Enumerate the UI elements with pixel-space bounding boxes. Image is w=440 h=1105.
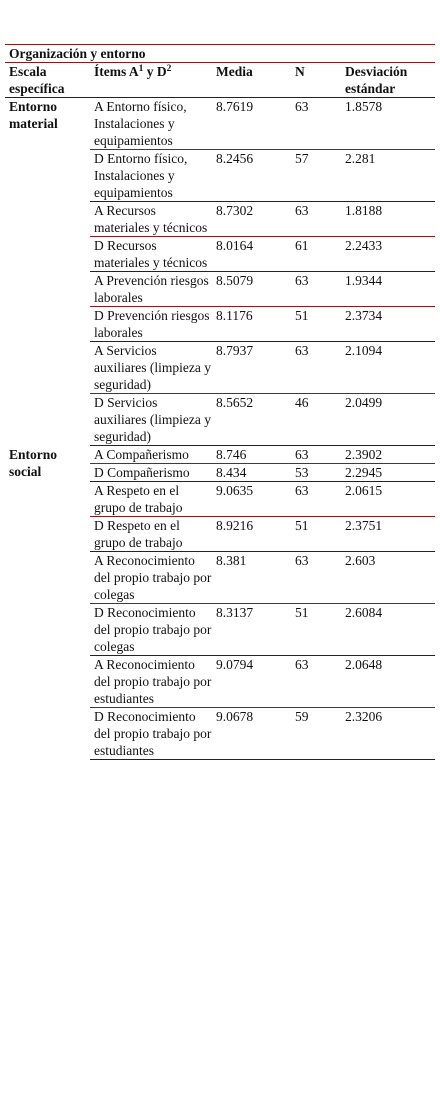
header-text: y D	[143, 64, 167, 79]
mean-cell: 8.9216	[212, 516, 291, 552]
sd-cell: 2.3206	[341, 707, 436, 760]
mean-cell: 9.0635	[212, 481, 291, 517]
sd-cell: 2.0615	[341, 481, 436, 517]
sd-cell: 2.1094	[341, 341, 436, 394]
item-cell: D Respeto en el grupo de trabajo	[90, 516, 212, 552]
n-cell: 63	[291, 341, 341, 394]
n-cell: 46	[291, 393, 341, 446]
n-cell: 63	[291, 481, 341, 517]
table-row: Entorno material A Entorno físico, Instal…	[5, 97, 436, 150]
sd-cell: 2.6084	[341, 603, 436, 656]
n-cell: 59	[291, 707, 341, 760]
data-table: Organización y entorno Escala específica…	[5, 44, 436, 760]
n-cell: 63	[291, 655, 341, 708]
sd-cell: 2.2433	[341, 236, 436, 272]
item-cell: A Prevención riesgos laborales	[90, 271, 212, 307]
mean-cell: 9.0678	[212, 707, 291, 760]
sd-cell: 2.3734	[341, 306, 436, 342]
mean-cell: 8.3137	[212, 603, 291, 656]
item-cell: D Reconocimiento del propio trabajo por …	[90, 603, 212, 656]
sd-cell: 1.8188	[341, 201, 436, 237]
n-cell: 51	[291, 516, 341, 552]
item-cell: A Compañerismo	[90, 445, 212, 464]
header-cell: Media	[212, 62, 291, 98]
mean-cell: 8.2456	[212, 149, 291, 202]
group-label: Entorno material	[9, 99, 58, 131]
header-text: Ítems A	[94, 64, 139, 79]
table-row: A Servicios auxiliares (limpieza y segur…	[5, 341, 436, 394]
item-cell: A Entorno físico, Instalaciones y equipa…	[90, 97, 212, 150]
header-cell: Ítems A1 y D2	[90, 62, 212, 98]
table-body: Organización y entorno Escala específica…	[5, 44, 436, 760]
mean-cell: 8.746	[212, 445, 291, 464]
table-row: A Reconocimiento del propio trabajo por …	[5, 655, 436, 708]
item-cell: A Reconocimiento del propio trabajo por …	[90, 551, 212, 604]
item-cell: A Servicios auxiliares (limpieza y segur…	[90, 341, 212, 394]
sd-cell: 2.603	[341, 551, 436, 604]
table-row: D Reconocimiento del propio trabajo por …	[5, 707, 436, 760]
superscript: 2	[166, 64, 172, 74]
title-row: Organización y entorno	[5, 44, 436, 63]
table-row: D Respeto en el grupo de trabajo 8.9216 51…	[5, 516, 436, 552]
header-cell: Escala específica	[5, 62, 90, 98]
table-row: D Reconocimiento del propio trabajo por …	[5, 603, 436, 656]
mean-cell: 8.7619	[212, 97, 291, 150]
table-row: A Respeto en el grupo de trabajo 9.0635 63…	[5, 481, 436, 517]
header-cell: N	[291, 62, 341, 98]
table-row: D Recursos materiales y técnicos 8.0164 61…	[5, 236, 436, 272]
superscript: 1	[138, 64, 144, 74]
mean-cell: 8.434	[212, 463, 291, 482]
mean-cell: 8.0164	[212, 236, 291, 272]
item-cell: D Entorno físico, Instalaciones y equipa…	[90, 149, 212, 202]
sd-cell: 2.3902	[341, 445, 436, 464]
item-cell: D Reconocimiento del propio trabajo por …	[90, 707, 212, 760]
table-row: D Prevención riesgos laborales 8.1176 51 2.…	[5, 306, 436, 342]
sd-cell: 2.281	[341, 149, 436, 202]
mean-cell: 8.7937	[212, 341, 291, 394]
mean-cell: 8.7302	[212, 201, 291, 237]
item-cell: D Prevención riesgos laborales	[90, 306, 212, 342]
n-cell: 57	[291, 149, 341, 202]
table-row: D Servicios auxiliares (limpieza y segur…	[5, 393, 436, 446]
item-cell: A Reconocimiento del propio trabajo por …	[90, 655, 212, 708]
item-cell: D Recursos materiales y técnicos	[90, 236, 212, 272]
header-cell: Desviación estándar	[341, 62, 436, 98]
n-cell: 63	[291, 97, 341, 150]
sd-cell: 2.3751	[341, 516, 436, 552]
sd-cell: 2.0499	[341, 393, 436, 446]
sd-cell: 1.8578	[341, 97, 436, 150]
table-row: D Entorno físico, Instalaciones y equipa…	[5, 149, 436, 202]
sd-cell: 2.2945	[341, 463, 436, 482]
item-cell: D Servicios auxiliares (limpieza y segur…	[90, 393, 212, 446]
table-title: Organización y entorno	[5, 44, 436, 63]
item-cell: D Compañerismo	[90, 463, 212, 482]
mean-cell: 9.0794	[212, 655, 291, 708]
mean-cell: 8.1176	[212, 306, 291, 342]
sd-cell: 1.9344	[341, 271, 436, 307]
n-cell: 51	[291, 306, 341, 342]
mean-cell: 8.5079	[212, 271, 291, 307]
n-cell: 63	[291, 445, 341, 464]
table-row: Entorno social A Compañerismo 8.746 63 2.390…	[5, 445, 436, 479]
n-cell: 53	[291, 463, 341, 482]
mean-cell: 8.5652	[212, 393, 291, 446]
sd-cell: 2.0648	[341, 655, 436, 708]
item-cell: A Recursos materiales y técnicos	[90, 201, 212, 237]
item-cell: A Respeto en el grupo de trabajo	[90, 481, 212, 517]
mean-cell: 8.381	[212, 551, 291, 604]
header-row: Escala específica Ítems A1 y D2 Media N …	[5, 62, 436, 98]
table-row: A Prevención riesgos laborales 8.5079 63 1.…	[5, 271, 436, 307]
n-cell: 63	[291, 271, 341, 307]
table-row: A Recursos materiales y técnicos 8.7302 63…	[5, 201, 436, 237]
n-cell: 63	[291, 201, 341, 237]
group-label: Entorno social	[9, 446, 58, 479]
table-row: A Reconocimiento del propio trabajo por …	[5, 551, 436, 604]
n-cell: 51	[291, 603, 341, 656]
n-cell: 63	[291, 551, 341, 604]
n-cell: 61	[291, 236, 341, 272]
table-row: D Compañerismo 8.434 53 2.2945	[5, 463, 436, 482]
